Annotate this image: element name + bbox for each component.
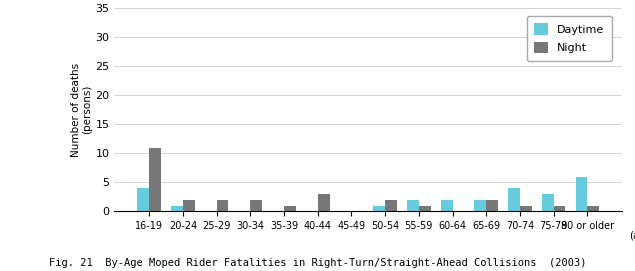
Bar xyxy=(250,200,262,211)
Bar xyxy=(554,206,566,211)
Text: (age): (age) xyxy=(629,231,635,241)
Bar xyxy=(149,147,161,211)
Bar xyxy=(520,206,531,211)
Bar xyxy=(171,206,183,211)
Bar xyxy=(542,194,554,211)
Bar xyxy=(373,206,385,211)
Bar xyxy=(587,206,599,211)
Bar xyxy=(474,200,486,211)
Bar xyxy=(318,194,330,211)
Legend: Daytime, Night: Daytime, Night xyxy=(526,16,612,61)
Bar xyxy=(508,188,520,211)
Text: Fig. 21  By-Age Moped Rider Fatalities in Right-Turn/Straight-Ahead Collisions  : Fig. 21 By-Age Moped Rider Fatalities in… xyxy=(49,258,586,268)
Bar xyxy=(575,176,587,211)
Bar xyxy=(385,200,397,211)
Bar xyxy=(419,206,431,211)
Bar xyxy=(441,200,453,211)
Bar xyxy=(486,200,498,211)
Bar xyxy=(137,188,149,211)
Bar xyxy=(407,200,419,211)
Bar xyxy=(217,200,229,211)
Bar xyxy=(183,200,195,211)
Y-axis label: Number of deaths
(persons): Number of deaths (persons) xyxy=(71,63,93,157)
Bar xyxy=(284,206,296,211)
